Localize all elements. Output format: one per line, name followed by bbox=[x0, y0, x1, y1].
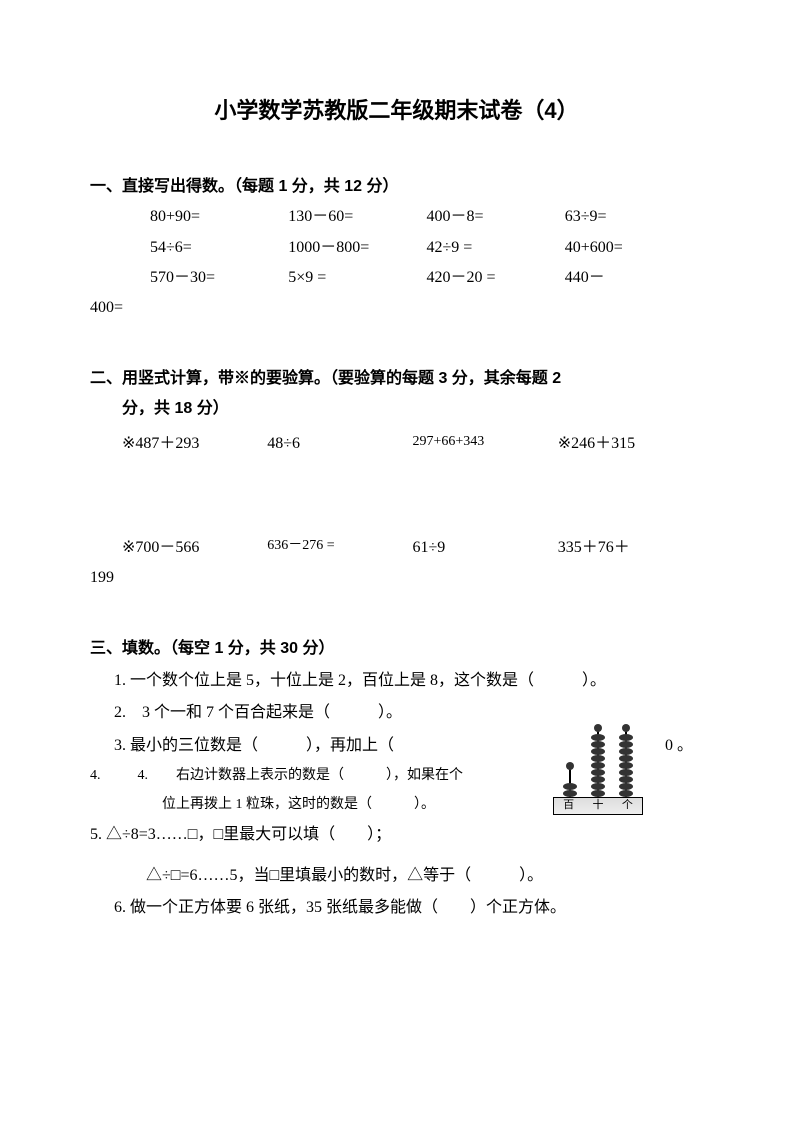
expr: 130－60= bbox=[288, 202, 426, 232]
expr: 63÷9= bbox=[565, 202, 703, 232]
s3-q1: 1. 一个数个位上是 5，十位上是 2，百位上是 8，这个数是（ ）。 bbox=[90, 666, 703, 696]
abacus-label-tens: 十 bbox=[592, 795, 603, 816]
abacus-base: 百 十 个 bbox=[553, 797, 643, 815]
s1-row1: 80+90= 130－60= 400－8= 63÷9= bbox=[90, 202, 703, 232]
expr: 1000－800= bbox=[288, 233, 426, 263]
expr: ※246＋315 bbox=[558, 429, 703, 459]
section3-heading: 三、填数。（每空 1 分，共 30 分） bbox=[90, 634, 703, 664]
expr: ※700－566 bbox=[122, 533, 267, 563]
expr: 61÷9 bbox=[413, 533, 558, 563]
s2-row2: ※700－566 636－276 = 61÷9 335＋76＋ bbox=[90, 533, 703, 563]
q4-text: 4. 右边计数器上表示的数是（ ），如果在个 bbox=[118, 768, 464, 783]
page-title: 小学数学苏教版二年级期末试卷（4） bbox=[90, 90, 703, 132]
s1-row2: 54÷6= 1000－800= 42÷9 = 40+600= bbox=[90, 233, 703, 263]
s3-q3: 3. 最小的三位数是（ ），再加上（ 0 。 bbox=[90, 731, 703, 761]
expr: 335＋76＋ bbox=[558, 533, 703, 563]
expr: 42÷9 = bbox=[427, 233, 565, 263]
expr: 636－276 = bbox=[267, 533, 412, 563]
s3-q3-tail: 0 。 bbox=[665, 731, 693, 761]
expr: 48÷6 bbox=[267, 429, 412, 459]
abacus-label-hundreds: 百 bbox=[563, 795, 574, 816]
expr: 570－30= bbox=[150, 263, 288, 293]
expr: 420－20 = bbox=[427, 263, 565, 293]
expr: 297+66+343 bbox=[413, 429, 558, 459]
section1-heading: 一、直接写出得数。（每题 1 分，共 12 分） bbox=[90, 172, 703, 202]
expr: ※487＋293 bbox=[122, 429, 267, 459]
expr: 54÷6= bbox=[150, 233, 288, 263]
expr: 440－ bbox=[565, 263, 703, 293]
s3-q4a: 4. 4. 右边计数器上表示的数是（ ），如果在个 bbox=[90, 763, 703, 790]
expr: 5×9 = bbox=[288, 263, 426, 293]
section2-heading-line1: 二、用竖式计算，带※的要验算。（要验算的每题 3 分，其余每题 2 bbox=[90, 364, 703, 394]
expr: 80+90= bbox=[150, 202, 288, 232]
s1-tail: 400= bbox=[90, 293, 703, 323]
s3-q5b: △÷□=6……5，当□里填最小的数时，△等于（ ）。 bbox=[90, 861, 703, 891]
q4-num: 4. bbox=[90, 763, 114, 790]
expr: 40+600= bbox=[565, 233, 703, 263]
s3-q5a: 5. △÷8=3……□，□里最大可以填（ ）； bbox=[90, 820, 703, 850]
s1-row3: 570－30= 5×9 = 420－20 = 440－ bbox=[90, 263, 703, 293]
abacus-label-ones: 个 bbox=[622, 795, 633, 816]
expr: 400－8= bbox=[427, 202, 565, 232]
s3-q6: 6. 做一个正方体要 6 张纸，35 张纸最多能做（ ）个正方体。 bbox=[90, 893, 703, 923]
s2-tail: 199 bbox=[90, 563, 703, 593]
s2-row1: ※487＋293 48÷6 297+66+343 ※246＋315 bbox=[90, 429, 703, 459]
section2-heading-line2: 分，共 18 分） bbox=[90, 394, 703, 424]
s3-q3-text: 3. 最小的三位数是（ ），再加上（ bbox=[114, 731, 394, 761]
